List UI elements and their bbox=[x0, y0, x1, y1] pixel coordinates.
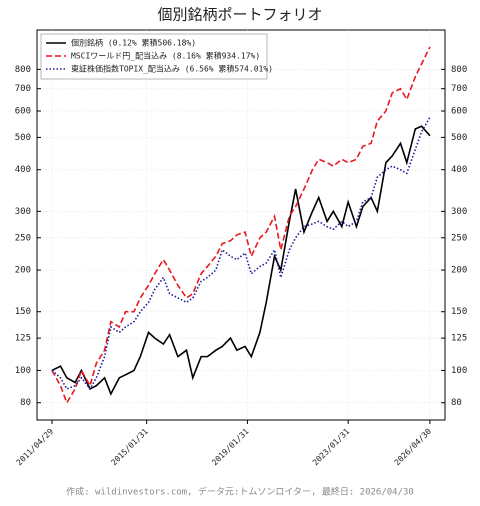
footer: 作成: wildinvestors.com, データ元:トムソンロイター, 最終… bbox=[66, 486, 414, 498]
x-tick-label: 2015/01/31 bbox=[109, 427, 150, 468]
y-tick-label: 250 bbox=[15, 233, 31, 243]
y-tick-label-right: 400 bbox=[451, 165, 467, 175]
legend-box bbox=[40, 33, 268, 80]
y-tick-label-right: 700 bbox=[451, 84, 467, 94]
y-tick-label: 800 bbox=[15, 65, 31, 75]
legend-label: MSCIワールド円_配当込み (8.16% 累積934.17%) bbox=[71, 51, 260, 61]
y-tick-label: 600 bbox=[15, 107, 31, 117]
y-tick-label: 700 bbox=[15, 84, 31, 94]
y-tick-label: 500 bbox=[15, 133, 31, 143]
y-tick-label: 125 bbox=[15, 334, 31, 344]
y-tick-label: 80 bbox=[20, 398, 31, 408]
y-tick-label-right: 800 bbox=[451, 65, 467, 75]
y-tick-label-right: 500 bbox=[451, 133, 467, 143]
y-tick-label-right: 150 bbox=[451, 307, 467, 317]
y-tick-label-right: 300 bbox=[451, 207, 467, 217]
y-tick-label-right: 125 bbox=[451, 334, 467, 344]
series-line bbox=[51, 46, 431, 405]
series-line bbox=[51, 125, 431, 396]
x-tick-label: 2026/04/30 bbox=[393, 427, 434, 468]
plot-frame bbox=[36, 29, 446, 421]
legend-label: 東証株価指数TOPIX_配当込み (6.56% 累積574.01%) bbox=[71, 64, 273, 74]
y-tick-label-right: 100 bbox=[451, 366, 467, 376]
x-tick-label: 2023/01/31 bbox=[311, 427, 352, 468]
y-tick-label: 150 bbox=[15, 307, 31, 317]
legend-label: 個別銘柄 (0.12% 累積506.18%) bbox=[71, 38, 196, 48]
x-tick-label: 2011/04/29 bbox=[15, 427, 56, 468]
x-tick-label: 2019/01/31 bbox=[210, 427, 251, 468]
series-line bbox=[51, 117, 431, 391]
y-tick-label-right: 80 bbox=[451, 398, 462, 408]
y-tick-label: 400 bbox=[15, 165, 31, 175]
y-tick-label-right: 200 bbox=[451, 266, 467, 276]
y-tick-label: 100 bbox=[15, 366, 31, 376]
y-tick-label-right: 600 bbox=[451, 107, 467, 117]
y-tick-label-right: 250 bbox=[451, 233, 467, 243]
y-tick-label: 200 bbox=[15, 266, 31, 276]
y-tick-label: 300 bbox=[15, 207, 31, 217]
chart-title: 個別銘柄ポートフォリオ bbox=[157, 6, 322, 24]
